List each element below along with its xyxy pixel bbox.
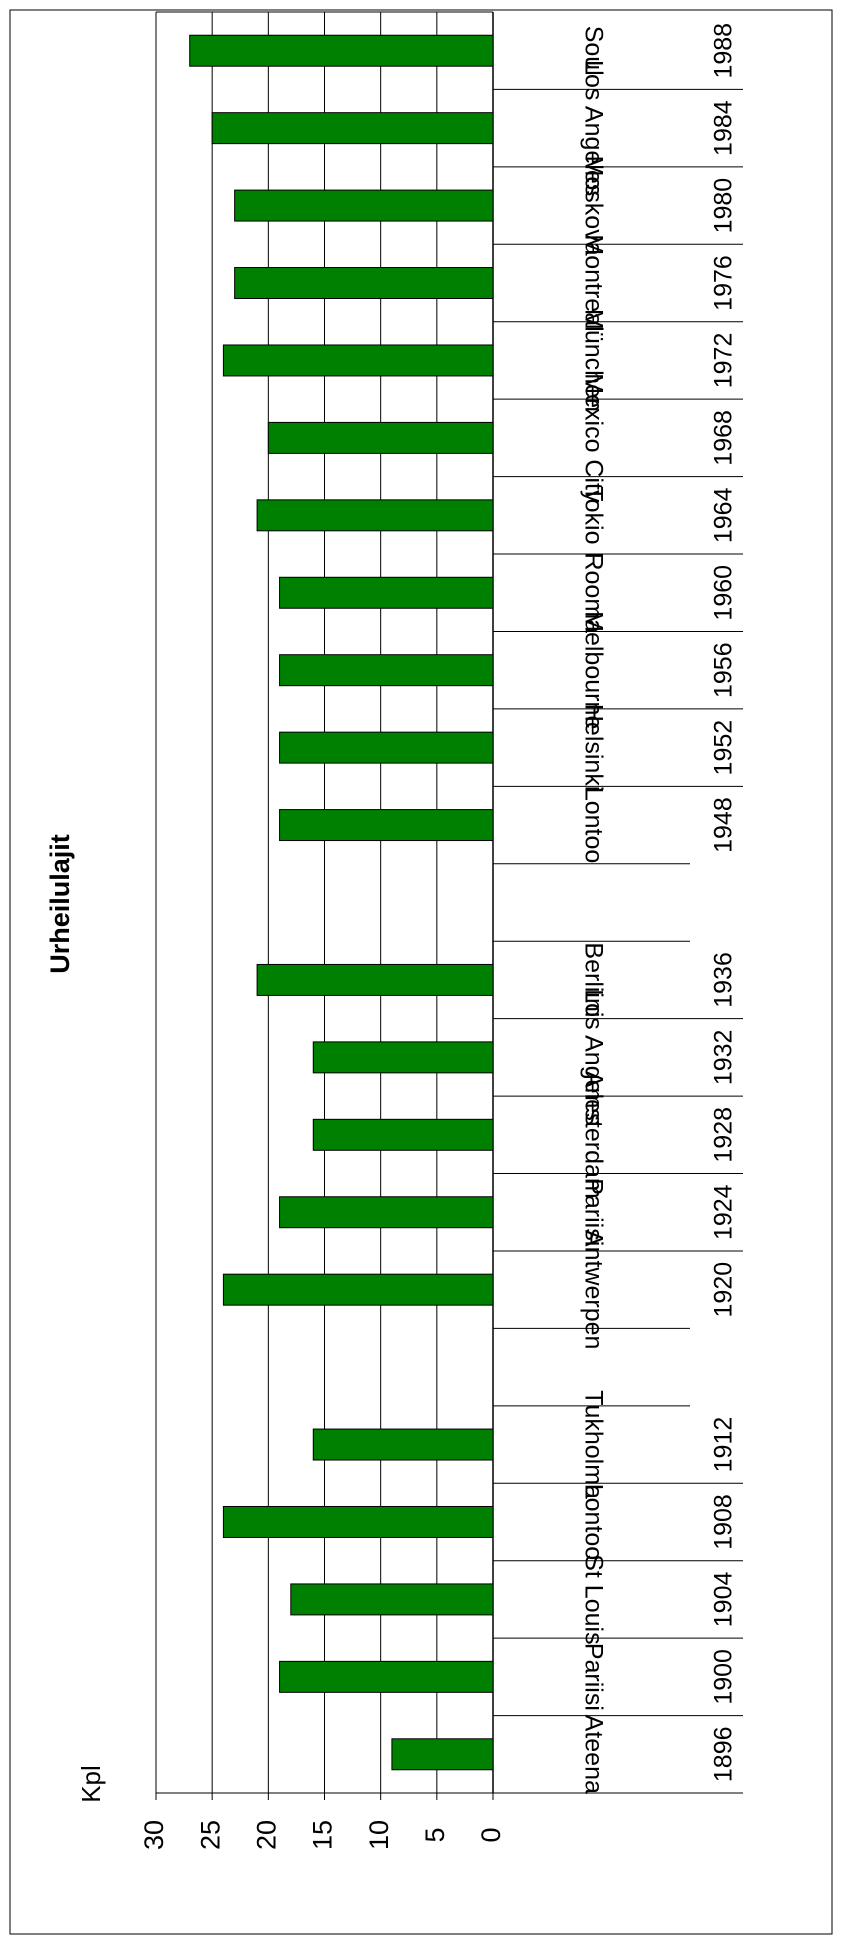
- year-label: 1964: [710, 487, 738, 543]
- city-label: Melbourne: [579, 611, 607, 729]
- bar: [279, 1660, 494, 1693]
- year-label: 1980: [710, 178, 738, 234]
- city-label: München: [579, 309, 607, 412]
- city-label: Antwerpen: [579, 1230, 607, 1350]
- city-label: Pariisi: [579, 1178, 607, 1246]
- bar: [256, 963, 494, 996]
- bar: [279, 654, 494, 687]
- y-tick-label: 20: [251, 1820, 281, 1850]
- year-label: 1920: [710, 1262, 738, 1318]
- bar: [222, 1505, 494, 1538]
- bar: [312, 1428, 494, 1461]
- city-label: Lontoo: [579, 1484, 607, 1560]
- city-label: Los Angeles: [579, 989, 607, 1125]
- frame: [9, 9, 833, 1935]
- city-label: Tokio: [579, 486, 607, 544]
- bar: [279, 731, 494, 764]
- y-axis-label: Kpl: [76, 1765, 106, 1803]
- year-label: 1948: [710, 797, 738, 853]
- bar: [279, 576, 494, 609]
- city-label: Montreal: [579, 234, 607, 331]
- bar: [222, 1273, 494, 1306]
- city-label: Soul: [579, 26, 607, 76]
- year-label: 1908: [710, 1494, 738, 1550]
- year-label: 1936: [710, 952, 738, 1008]
- bar: [222, 344, 494, 377]
- bar: [234, 189, 494, 222]
- bar: [189, 34, 494, 67]
- y-tick-label: 5: [420, 1827, 450, 1842]
- city-label: Ateena: [579, 1715, 607, 1794]
- year-label: 1900: [710, 1649, 738, 1705]
- bar: [312, 1041, 494, 1074]
- city-label: Amsterdam: [579, 1071, 607, 1199]
- city-label: Pariisi: [579, 1643, 607, 1711]
- bar: [290, 1583, 494, 1616]
- year-label: 1912: [710, 1417, 738, 1473]
- year-label: 1952: [710, 720, 738, 776]
- year-label: 1928: [710, 1107, 738, 1163]
- year-label: 1988: [710, 23, 738, 79]
- y-tick-label: 10: [364, 1820, 394, 1850]
- city-label: Lontoo: [579, 787, 607, 863]
- year-label: 1956: [710, 642, 738, 698]
- bar: [234, 267, 494, 300]
- y-tick-label: 25: [195, 1820, 225, 1850]
- year-label: 1984: [710, 100, 738, 156]
- year-label: 1904: [710, 1572, 738, 1628]
- chart-title: Urheilulajit: [45, 834, 75, 974]
- year-label: 1896: [710, 1726, 738, 1782]
- year-label: 1976: [710, 255, 738, 311]
- y-tick-label: 0: [476, 1827, 506, 1842]
- y-tick-label: 15: [308, 1820, 338, 1850]
- year-label: 1968: [710, 410, 738, 466]
- city-label: St Louis: [579, 1554, 607, 1644]
- bar: [256, 499, 494, 532]
- city-label: Mexico City: [579, 373, 607, 503]
- year-label: 1960: [710, 565, 738, 621]
- year-label: 1972: [710, 333, 738, 389]
- city-label: Berliini: [579, 942, 607, 1017]
- city-label: Helsinki: [579, 704, 607, 792]
- bar: [312, 1118, 494, 1151]
- bar: [211, 112, 494, 145]
- bar: [267, 421, 494, 454]
- city-label: Moskova: [579, 156, 607, 256]
- year-label: 1924: [710, 1184, 738, 1240]
- city-label: Los Angeles: [579, 60, 607, 196]
- y-tick-label: 30: [139, 1820, 169, 1850]
- year-label: 1932: [710, 1030, 738, 1086]
- city-label: Rooma: [579, 552, 607, 633]
- bar: [391, 1738, 494, 1771]
- city-label: Tukholma: [579, 1390, 607, 1499]
- bar: [279, 809, 494, 842]
- bar: [279, 1196, 494, 1229]
